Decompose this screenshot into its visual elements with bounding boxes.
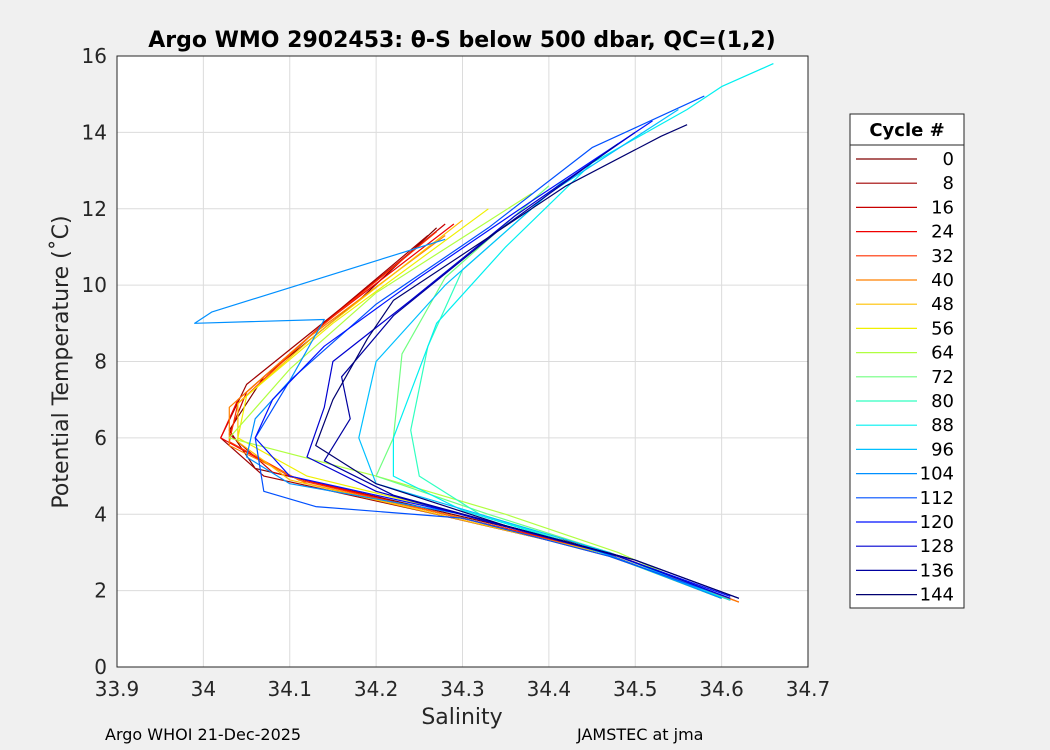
legend-label: 80 [931, 391, 954, 412]
y-tick-label: 8 [94, 350, 107, 374]
legend-label: 8 [943, 173, 954, 194]
legend-label: 136 [920, 560, 954, 581]
legend-label: 104 [920, 464, 954, 485]
legend-entries: 0 8 16 24 32 40 48 56 64 72 80 88 96 104 112 120 128 136 1… [856, 149, 954, 606]
legend-label: 16 [931, 197, 954, 218]
x-tick-label: 34.1 [267, 677, 312, 701]
x-tick-labels: 33.9 34 34.1 34.2 34.3 34.4 34.5 34.6 34.7 [95, 677, 831, 701]
data-series [194, 63, 774, 603]
legend-label: 40 [931, 270, 954, 291]
y-tick-labels: 0 2 4 6 8 10 12 14 16 [82, 44, 107, 679]
x-axis-label: Salinity [421, 705, 502, 730]
footer-credit: JAMSTEC at jma [577, 725, 704, 744]
x-tick-label: 33.9 [95, 677, 140, 701]
legend-box [849, 113, 965, 609]
legend: Cycle # 0 8 16 24 32 40 48 56 64 72 80 88 96 104 112 12… [849, 113, 965, 609]
series-line-cycle-88 [392, 63, 774, 601]
legend-label: 88 [931, 415, 954, 436]
legend-label: 120 [920, 512, 954, 533]
legend-label: 112 [920, 488, 954, 509]
chart-title: Argo WMO 2902453: θ-S below 500 dbar, QC… [148, 28, 776, 53]
legend-label: 24 [931, 222, 954, 243]
series-line-cycle-48 [237, 219, 722, 599]
series-line-cycle-64 [228, 192, 722, 599]
x-tick-label: 34 [191, 677, 216, 701]
legend-label: 48 [931, 294, 954, 315]
series-line-cycle-128 [306, 131, 731, 599]
y-tick-label: 0 [94, 655, 107, 679]
y-tick-label: 4 [94, 502, 107, 526]
y-tick-label: 12 [82, 197, 107, 221]
x-tick-label: 34.2 [354, 677, 399, 701]
y-tick-label: 16 [82, 44, 107, 68]
legend-label: 56 [931, 318, 954, 339]
x-tick-label: 34.3 [440, 677, 485, 701]
legend-label: 96 [931, 439, 954, 460]
y-tick-label: 10 [82, 273, 107, 297]
legend-label: 72 [931, 367, 954, 388]
y-tick-label: 14 [82, 120, 107, 144]
y-axis-label: Potential Temperature (˚C) [49, 215, 74, 508]
legend-label: 144 [920, 585, 954, 606]
x-tick-label: 34.5 [613, 677, 658, 701]
y-tick-label: 2 [94, 579, 107, 603]
legend-label: 128 [920, 536, 954, 557]
plot-frame [116, 55, 809, 668]
footer-source: Argo WHOI 21-Dec-2025 [105, 725, 302, 744]
legend-label: 32 [931, 246, 954, 267]
y-tick-label: 6 [94, 426, 107, 450]
x-tick-label: 34.4 [527, 677, 572, 701]
legend-label: 64 [931, 343, 954, 364]
series-line-cycle-144 [315, 124, 740, 599]
x-tick-label: 34.7 [786, 677, 831, 701]
legend-title: Cycle # [869, 120, 944, 141]
legend-label: 0 [943, 149, 954, 170]
series-line-cycle-96 [358, 108, 722, 599]
x-tick-label: 34.6 [699, 677, 744, 701]
